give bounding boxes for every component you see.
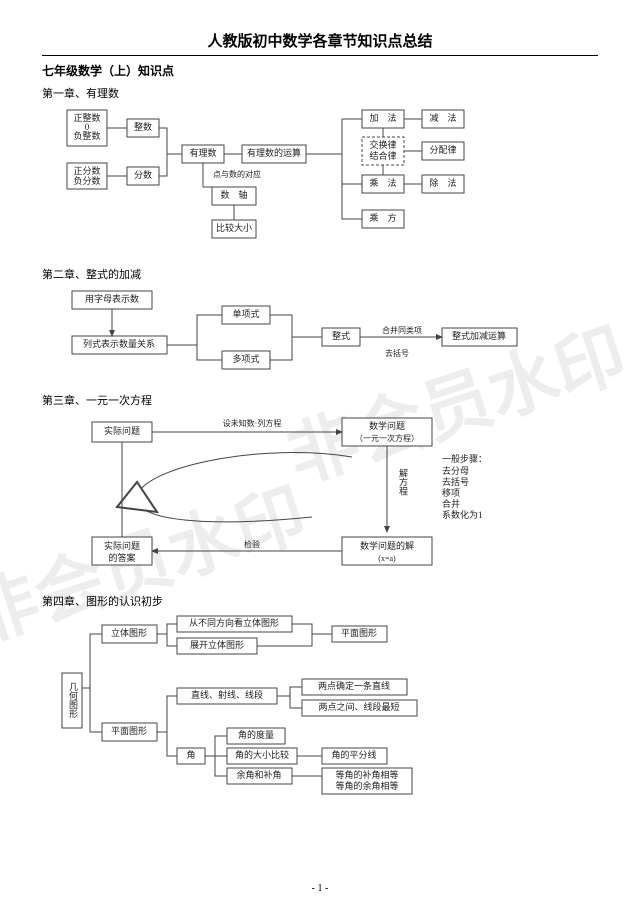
svg-text:两点确定一条直线: 两点确定一条直线 (318, 680, 390, 691)
svg-text:移项: 移项 (442, 487, 460, 498)
svg-text:合并同类项: 合并同类项 (382, 325, 422, 335)
svg-text:等角的补角相等: 等角的补角相等 (335, 769, 398, 780)
svg-text:减 法: 减 法 (429, 112, 456, 123)
svg-text:几何图形: 几何图形 (68, 682, 78, 719)
svg-text:整式: 整式 (332, 330, 350, 341)
svg-text:从不同方向看立体图形: 从不同方向看立体图形 (189, 617, 279, 628)
svg-text:分配律: 分配律 (429, 144, 456, 155)
svg-text:实际问题: 实际问题 (104, 425, 140, 436)
svg-text:多项式: 多项式 (232, 353, 259, 364)
section-2-heading: 第二章、整式的加减 (42, 266, 598, 282)
svg-text:整数: 整数 (134, 121, 152, 132)
svg-text:有理数的运算: 有理数的运算 (247, 147, 301, 158)
svg-text:乘 方: 乘 方 (369, 212, 396, 223)
svg-text:合并: 合并 (442, 498, 460, 509)
diagram-3: 实际问题 设未知数·列方程 数学问题 （一元一次方程） 一般步骤： 去分母 去括… (42, 412, 598, 587)
svg-text:展开立体图形: 展开立体图形 (190, 639, 244, 650)
svg-text:数学问题的解: 数学问题的解 (360, 540, 414, 551)
svg-text:除 法: 除 法 (429, 177, 456, 188)
svg-text:平面图形: 平面图形 (341, 627, 377, 638)
svg-text:(x=a): (x=a) (378, 554, 396, 563)
svg-text:负整数: 负整数 (73, 130, 100, 141)
svg-text:去括号: 去括号 (442, 476, 469, 487)
svg-text:负分数: 负分数 (73, 175, 100, 186)
page-number: - 1 - (0, 883, 640, 894)
svg-text:检验: 检验 (244, 539, 260, 549)
svg-text:加 法: 加 法 (369, 112, 396, 123)
svg-text:一般步骤：: 一般步骤： (442, 453, 487, 464)
svg-text:有理数: 有理数 (189, 147, 216, 158)
page-title: 人教版初中数学各章节知识点总结 (42, 30, 598, 56)
svg-text:正分数: 正分数 (73, 165, 100, 176)
diagram-1: 正整数 0 负整数 正分数 负分数 整数 分数 有理数 有理数的运算 点与数的对… (42, 105, 598, 260)
svg-text:等角的余角相等: 等角的余角相等 (335, 780, 398, 791)
svg-text:数学问题: 数学问题 (369, 420, 405, 431)
svg-text:去分母: 去分母 (442, 465, 469, 476)
svg-text:角的平分线: 角的平分线 (331, 749, 376, 760)
section-1-heading: 第一章、有理数 (42, 85, 598, 101)
svg-text:列式表示数量关系: 列式表示数量关系 (83, 338, 155, 349)
svg-text:点与数的对应: 点与数的对应 (213, 169, 261, 179)
svg-text:数 轴: 数 轴 (220, 189, 247, 200)
section-4-heading: 第四章、图形的认识初步 (42, 593, 598, 609)
svg-text:结合律: 结合律 (369, 150, 396, 161)
svg-text:比较大小: 比较大小 (216, 222, 252, 233)
svg-text:设未知数·列方程: 设未知数·列方程 (223, 418, 282, 428)
svg-text:用字母表示数: 用字母表示数 (85, 293, 139, 304)
grade-subtitle: 七年级数学（上）知识点 (42, 62, 598, 79)
svg-text:余角和补角: 余角和补角 (236, 769, 281, 780)
svg-text:直线、射线、线段: 直线、射线、线段 (191, 689, 263, 700)
svg-text:实际问题: 实际问题 (104, 540, 140, 551)
svg-text:单项式: 单项式 (232, 308, 259, 319)
svg-text:（一元一次方程）: （一元一次方程） (355, 433, 419, 443)
svg-text:立体图形: 立体图形 (111, 627, 147, 638)
svg-text:解方程: 解方程 (398, 467, 408, 496)
svg-text:交换律: 交换律 (369, 139, 396, 150)
svg-text:平面图形: 平面图形 (111, 725, 147, 736)
svg-text:角: 角 (186, 749, 195, 760)
svg-text:的答案: 的答案 (108, 552, 135, 563)
svg-text:角的大小比较: 角的大小比较 (235, 749, 289, 760)
svg-text:乘 法: 乘 法 (369, 177, 396, 188)
svg-text:分数: 分数 (134, 169, 152, 180)
diagram-2: 用字母表示数 列式表示数量关系 单项式 多项式 整式 合并同类项 去括号 整式加… (42, 286, 598, 386)
svg-text:整式加减运算: 整式加减运算 (452, 330, 506, 341)
svg-text:去括号: 去括号 (385, 348, 409, 358)
svg-text:角的度量: 角的度量 (238, 729, 274, 740)
section-3-heading: 第三章、一元一次方程 (42, 392, 598, 408)
svg-text:两点之间、线段最短: 两点之间、线段最短 (318, 701, 399, 712)
diagram-4: 几何图形 立体图形 从不同方向看立体图形 展开立体图形 平面图形 平面图形 直线… (42, 613, 598, 803)
svg-text:系数化为1: 系数化为1 (442, 509, 483, 520)
